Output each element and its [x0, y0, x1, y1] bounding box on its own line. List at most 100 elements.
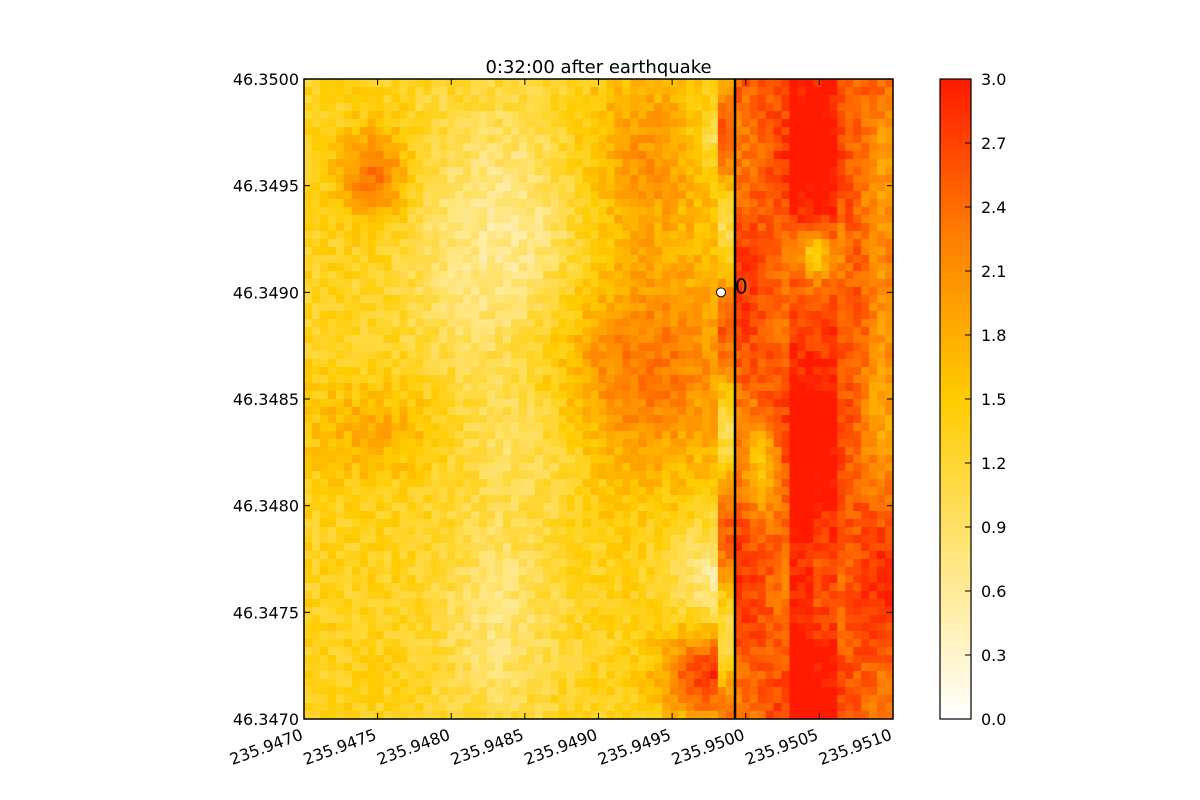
heatmap-cell	[327, 535, 337, 544]
heatmap-cell	[518, 455, 528, 464]
heatmap-cell	[367, 367, 377, 376]
heatmap-cell	[463, 87, 472, 96]
heatmap-cell	[550, 615, 560, 624]
heatmap-cell	[757, 591, 767, 600]
heatmap-cell	[813, 535, 822, 544]
heatmap-cell	[311, 367, 321, 376]
heatmap-cell	[598, 607, 608, 616]
heatmap-cell	[327, 591, 337, 600]
heatmap-cell	[861, 127, 870, 136]
heatmap-cell	[646, 343, 655, 352]
heatmap-cell	[622, 335, 631, 344]
heatmap-cell	[526, 279, 536, 288]
heatmap-cell	[869, 479, 878, 488]
heatmap-cell	[415, 183, 424, 192]
heatmap-cell	[574, 279, 584, 288]
heatmap-cell	[845, 447, 854, 456]
heatmap-cell	[463, 447, 472, 456]
heatmap-cell	[694, 439, 703, 448]
heatmap-cell	[821, 335, 830, 344]
heatmap-cell	[311, 135, 321, 144]
heatmap-cell	[487, 439, 496, 448]
heatmap-cell	[614, 503, 623, 512]
heatmap-cell	[534, 575, 544, 584]
heatmap-cell	[359, 575, 369, 584]
heatmap-cell	[861, 279, 870, 288]
heatmap-cell	[367, 375, 377, 384]
heatmap-cell	[375, 135, 385, 144]
heatmap-cell	[662, 511, 671, 520]
heatmap-cell	[518, 615, 528, 624]
heatmap-cell	[304, 119, 313, 128]
heatmap-cell	[662, 119, 671, 128]
heatmap-cell	[343, 119, 353, 128]
heatmap-cell	[439, 447, 448, 456]
heatmap-cell	[765, 167, 775, 176]
heatmap-cell	[439, 503, 448, 512]
heatmap-cell	[885, 455, 893, 464]
heatmap-cell	[327, 167, 337, 176]
heatmap-cell	[327, 607, 337, 616]
heatmap-cell	[614, 119, 623, 128]
heatmap-cell	[518, 567, 528, 576]
heatmap-cell	[542, 559, 552, 568]
heatmap-cell	[367, 399, 377, 408]
heatmap-cell	[550, 119, 560, 128]
heatmap-cell	[654, 95, 663, 104]
heatmap-cell	[487, 119, 496, 128]
heatmap-cell	[662, 159, 671, 168]
heatmap-cell	[343, 399, 353, 408]
heatmap-cell	[566, 135, 576, 144]
heatmap-cell	[471, 487, 480, 496]
heatmap-cell	[399, 247, 409, 256]
heatmap-cell	[383, 431, 393, 440]
heatmap-cell	[622, 591, 631, 600]
heatmap-cell	[471, 423, 480, 432]
heatmap-cell	[869, 183, 878, 192]
heatmap-cell	[789, 391, 799, 400]
heatmap-cell	[383, 455, 393, 464]
heatmap-cell	[455, 519, 464, 528]
heatmap-cell	[654, 263, 663, 272]
heatmap-cell	[837, 591, 846, 600]
heatmap-cell	[606, 231, 616, 240]
heatmap-cell	[757, 543, 767, 552]
heatmap-cell	[311, 495, 321, 504]
heatmap-cell	[646, 511, 655, 520]
heatmap-cell	[686, 367, 695, 376]
heatmap-cell	[343, 255, 353, 264]
heatmap-cell	[885, 183, 893, 192]
heatmap-cell	[574, 527, 584, 536]
heatmap-cell	[335, 343, 345, 352]
heatmap-cell	[646, 215, 655, 224]
heatmap-cell	[351, 527, 361, 536]
heatmap-cell	[359, 471, 369, 480]
heatmap-cell	[526, 407, 536, 416]
heatmap-cell	[805, 303, 815, 312]
heatmap-cell	[518, 327, 528, 336]
heatmap-cell	[861, 175, 870, 184]
heatmap-cell	[654, 511, 663, 520]
heatmap-cell	[733, 287, 743, 296]
heatmap-cell	[423, 359, 432, 368]
heatmap-cell	[510, 335, 520, 344]
heatmap-cell	[343, 495, 353, 504]
heatmap-cell	[837, 319, 846, 328]
heatmap-cell	[518, 527, 528, 536]
heatmap-cell	[447, 535, 456, 544]
heatmap-cell	[630, 359, 639, 368]
heatmap-cell	[638, 167, 647, 176]
heatmap-cell	[821, 599, 830, 608]
heatmap-cell	[630, 431, 639, 440]
heatmap-cell	[351, 575, 361, 584]
heatmap-cell	[709, 191, 719, 200]
heatmap-cell	[558, 495, 568, 504]
heatmap-cell	[813, 319, 822, 328]
heatmap-cell	[773, 599, 783, 608]
heatmap-cell	[423, 479, 432, 488]
heatmap-cell	[877, 87, 886, 96]
heatmap-cell	[630, 471, 639, 480]
heatmap-cell	[383, 79, 393, 88]
heatmap-cell	[709, 535, 719, 544]
heatmap-cell	[510, 79, 520, 88]
